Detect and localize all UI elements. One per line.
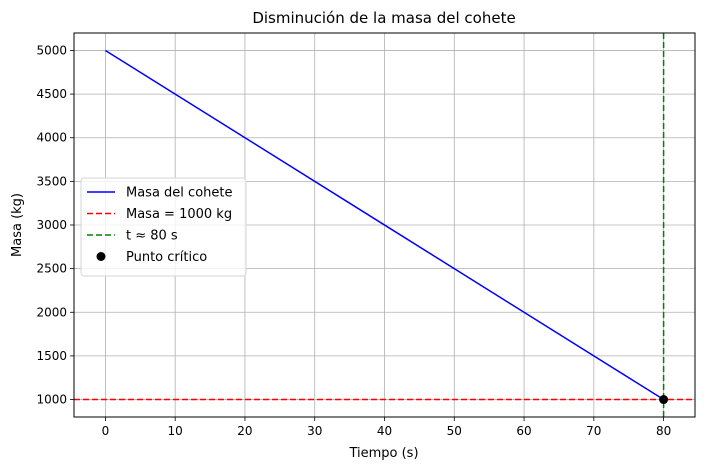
- x-tick-label: 80: [656, 424, 671, 438]
- legend-marker-point: [96, 252, 106, 261]
- x-axis-label: Tiempo (s): [348, 446, 418, 461]
- legend: Masa del cohete Masa = 1000 kg t ≈ 80 s Pun…: [80, 177, 247, 277]
- plot-series: [74, 33, 695, 417]
- y-tick-label: 4500: [36, 87, 67, 101]
- legend-box: [80, 177, 247, 277]
- x-tick-label: 10: [168, 424, 183, 438]
- legend-label: Punto crítico: [126, 250, 207, 265]
- legend-label: t ≈ 80 s: [126, 229, 178, 244]
- critical-point: [659, 395, 669, 405]
- y-tick-label: 5000: [36, 43, 67, 57]
- x-tick-label: 70: [586, 424, 601, 438]
- x-tick-label: 60: [516, 424, 531, 438]
- y-tick-label: 3000: [36, 218, 67, 232]
- x-tick-label: 20: [237, 424, 252, 438]
- legend-label: Masa del cohete: [126, 186, 232, 201]
- y-tick-label: 2500: [36, 262, 67, 276]
- chart-title: Disminución de la masa del cohete: [252, 9, 515, 27]
- x-tick-label: 50: [447, 424, 462, 438]
- legend-label: Masa = 1000 kg: [126, 207, 232, 222]
- x-tick-label: 30: [307, 424, 322, 438]
- y-tick-label: 4000: [36, 131, 67, 145]
- y-tick-label: 3500: [36, 174, 67, 188]
- mass-line: [105, 49, 664, 401]
- y-tick-label: 2000: [36, 305, 67, 319]
- x-tick-label: 40: [377, 424, 392, 438]
- y-tick-label: 1500: [36, 349, 67, 363]
- y-axis-label: Masa (kg): [10, 193, 25, 257]
- x-tick-label: 0: [102, 424, 110, 438]
- axis-ticks: 0 10 20 30 40 50 60 70 80 1000 1500 2000 2500 3000 350…: [36, 43, 671, 438]
- y-tick-label: 1000: [36, 393, 67, 407]
